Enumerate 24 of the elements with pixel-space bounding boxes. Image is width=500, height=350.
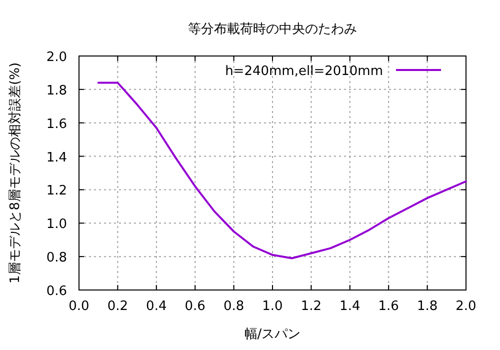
chart-title: 等分布載荷時の中央のたわみ <box>188 22 357 37</box>
x-tick-label: 1.0 <box>262 299 283 314</box>
x-axis-title: 幅/スパン <box>244 327 301 342</box>
x-tick-label: 1.4 <box>340 299 360 314</box>
y-tick-label: 0.8 <box>46 250 67 266</box>
y-tick-label: 1.0 <box>46 217 67 232</box>
x-tick-label: 1.8 <box>416 299 438 314</box>
y-tick-label: 1.2 <box>46 184 67 199</box>
x-tick-label: 1.6 <box>378 299 399 314</box>
legend-label: h=240mm,ell=2010mm <box>225 64 383 79</box>
y-tick-label: 1.4 <box>46 150 67 166</box>
x-tick-label: 0.0 <box>68 299 90 314</box>
y-axis-title: 1層モデルと8層モデルの相対誤差(%) <box>7 62 23 284</box>
y-tick-label: 1.6 <box>46 116 67 132</box>
y-tick-label: 1.8 <box>46 83 67 98</box>
x-tick-label: 1.2 <box>300 299 322 314</box>
line-series <box>97 82 467 260</box>
x-tick-label: 2.0 <box>456 299 476 314</box>
x-tick-label: 0.6 <box>184 299 206 314</box>
x-tick-label: 0.8 <box>223 299 244 314</box>
x-tick-label: 0.4 <box>146 299 167 314</box>
y-tick-label: 2.0 <box>46 50 67 65</box>
x-tick-label: 0.2 <box>107 299 128 314</box>
y-tick-label: 0.6 <box>46 284 67 299</box>
